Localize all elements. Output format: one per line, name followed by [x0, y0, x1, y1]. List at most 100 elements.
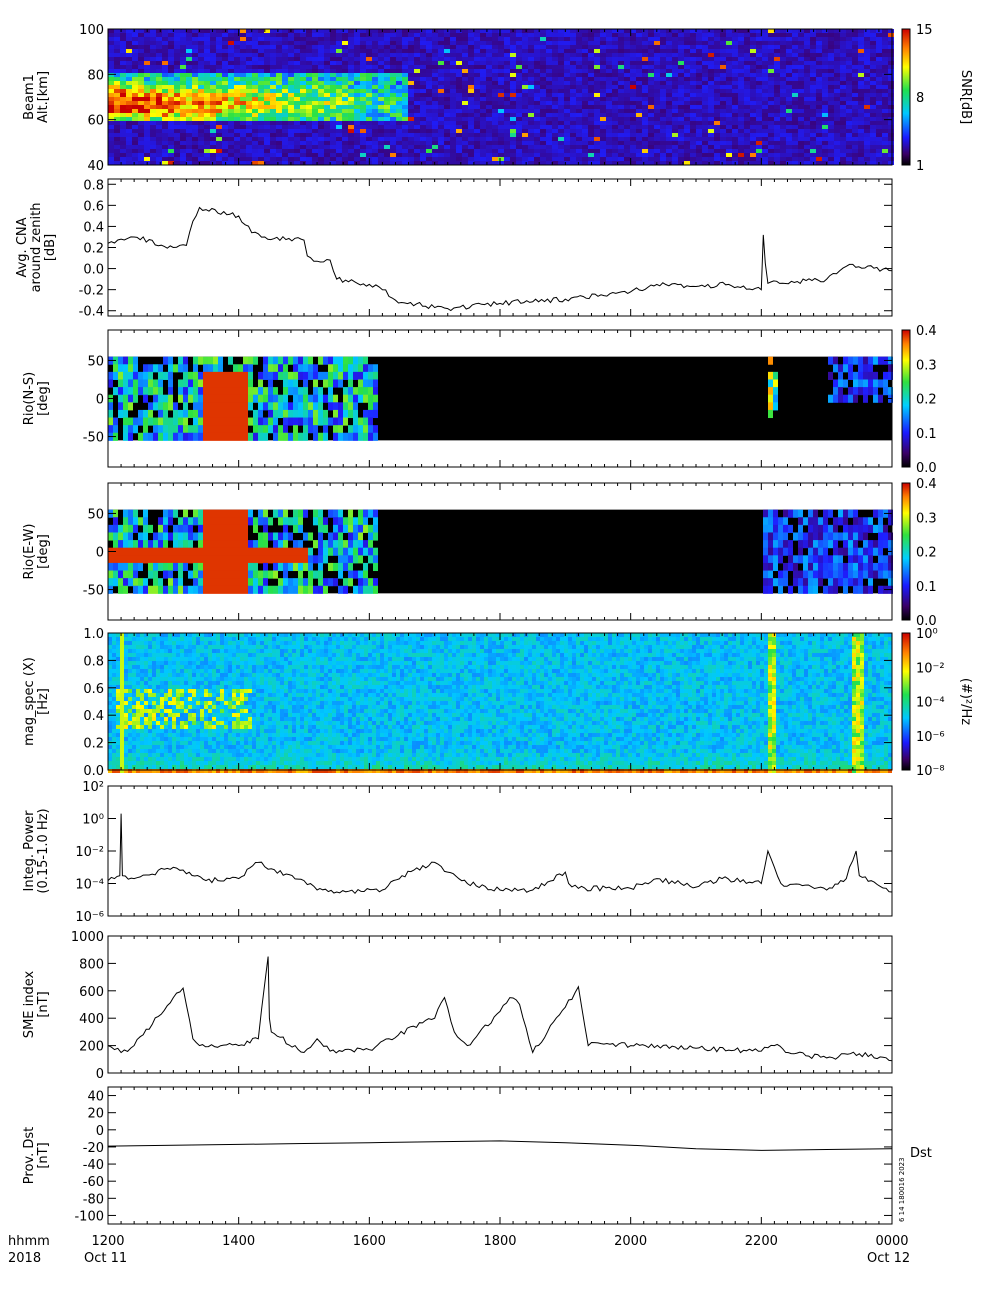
- rio-cell: [218, 371, 223, 380]
- snr-cell: [318, 65, 324, 69]
- snr-cell: [750, 133, 756, 137]
- snr-cell: [474, 65, 480, 69]
- snr-cell: [426, 65, 432, 69]
- snr-cell: [252, 61, 258, 65]
- snr-cell: [114, 57, 120, 61]
- snr-cell: [654, 153, 660, 157]
- snr-cell: [132, 81, 138, 85]
- snr-cell: [156, 33, 162, 37]
- snr-cell: [564, 29, 570, 33]
- snr-cell: [264, 37, 270, 41]
- snr-cell: [486, 105, 492, 109]
- snr-cell: [516, 105, 522, 109]
- rio-cell: [213, 394, 218, 403]
- snr-cell: [690, 117, 696, 121]
- snr-cell: [384, 69, 390, 73]
- snr-cell: [258, 53, 264, 57]
- snr-cell: [798, 81, 804, 85]
- snr-cell: [204, 133, 210, 137]
- snr-cell: [792, 157, 798, 161]
- snr-cell: [564, 81, 570, 85]
- snr-cell: [252, 101, 258, 105]
- snr-cell: [180, 53, 186, 57]
- snr-cell: [312, 153, 318, 157]
- rio-cell: [163, 394, 168, 403]
- snr-cell: [150, 37, 156, 41]
- snr-cell: [816, 81, 822, 85]
- snr-cell: [510, 129, 516, 133]
- snr-cell: [300, 81, 306, 85]
- rio-cell: [108, 417, 113, 426]
- snr-cell: [438, 121, 444, 125]
- snr-cell: [822, 81, 828, 85]
- snr-cell: [528, 77, 534, 81]
- snr-cell: [396, 133, 402, 137]
- snr-cell: [528, 69, 534, 73]
- snr-cell: [648, 157, 654, 161]
- snr-cell: [510, 105, 516, 109]
- y-axis-label: [dB]: [43, 234, 58, 261]
- snr-cell: [240, 81, 246, 85]
- snr-cell: [786, 141, 792, 145]
- snr-cell: [192, 73, 198, 77]
- snr-cell: [690, 153, 696, 157]
- snr-cell: [108, 65, 114, 69]
- snr-cell: [834, 45, 840, 49]
- snr-cell: [108, 89, 114, 93]
- snr-cell: [474, 113, 480, 117]
- snr-cell: [306, 141, 312, 145]
- snr-cell: [282, 97, 288, 101]
- snr-cell: [666, 125, 672, 129]
- snr-cell: [192, 33, 198, 37]
- snr-cell: [300, 109, 306, 113]
- snr-cell: [636, 157, 642, 161]
- snr-cell: [486, 85, 492, 89]
- rio-cell: [198, 402, 203, 411]
- snr-cell: [672, 157, 678, 161]
- snr-cell: [492, 53, 498, 57]
- snr-cell: [882, 69, 888, 73]
- snr-cell: [198, 161, 204, 165]
- snr-cell: [414, 89, 420, 93]
- rio-cell: [168, 425, 173, 434]
- snr-cell: [390, 65, 396, 69]
- snr-cell: [798, 45, 804, 49]
- snr-cell: [864, 81, 870, 85]
- snr-cell: [678, 49, 684, 53]
- snr-cell: [384, 77, 390, 81]
- snr-cell: [576, 157, 582, 161]
- snr-cell: [678, 53, 684, 57]
- snr-cell: [408, 161, 414, 165]
- snr-cell: [876, 117, 882, 121]
- snr-cell: [720, 97, 726, 101]
- snr-cell: [864, 37, 870, 41]
- snr-cell: [402, 61, 408, 65]
- snr-cell: [132, 85, 138, 89]
- snr-cell: [618, 53, 624, 57]
- snr-cell: [114, 65, 120, 69]
- snr-cell: [438, 93, 444, 97]
- snr-cell: [192, 57, 198, 61]
- snr-cell: [264, 33, 270, 37]
- snr-cell: [402, 121, 408, 125]
- snr-cell: [384, 33, 390, 37]
- rio-cell: [128, 417, 133, 426]
- snr-cell: [372, 85, 378, 89]
- snr-cell: [882, 137, 888, 141]
- snr-cell: [228, 33, 234, 37]
- snr-cell: [594, 29, 600, 33]
- snr-cell: [810, 33, 816, 37]
- snr-cell: [552, 89, 558, 93]
- snr-cell: [888, 93, 894, 97]
- snr-cell: [780, 29, 786, 33]
- snr-cell: [336, 29, 342, 33]
- rio-cell: [223, 371, 228, 380]
- snr-cell: [420, 141, 426, 145]
- snr-cell: [390, 45, 396, 49]
- snr-cell: [402, 73, 408, 77]
- snr-cell: [294, 109, 300, 113]
- snr-cell: [750, 117, 756, 121]
- snr-cell: [768, 149, 774, 153]
- snr-cell: [882, 73, 888, 77]
- snr-cell: [564, 113, 570, 117]
